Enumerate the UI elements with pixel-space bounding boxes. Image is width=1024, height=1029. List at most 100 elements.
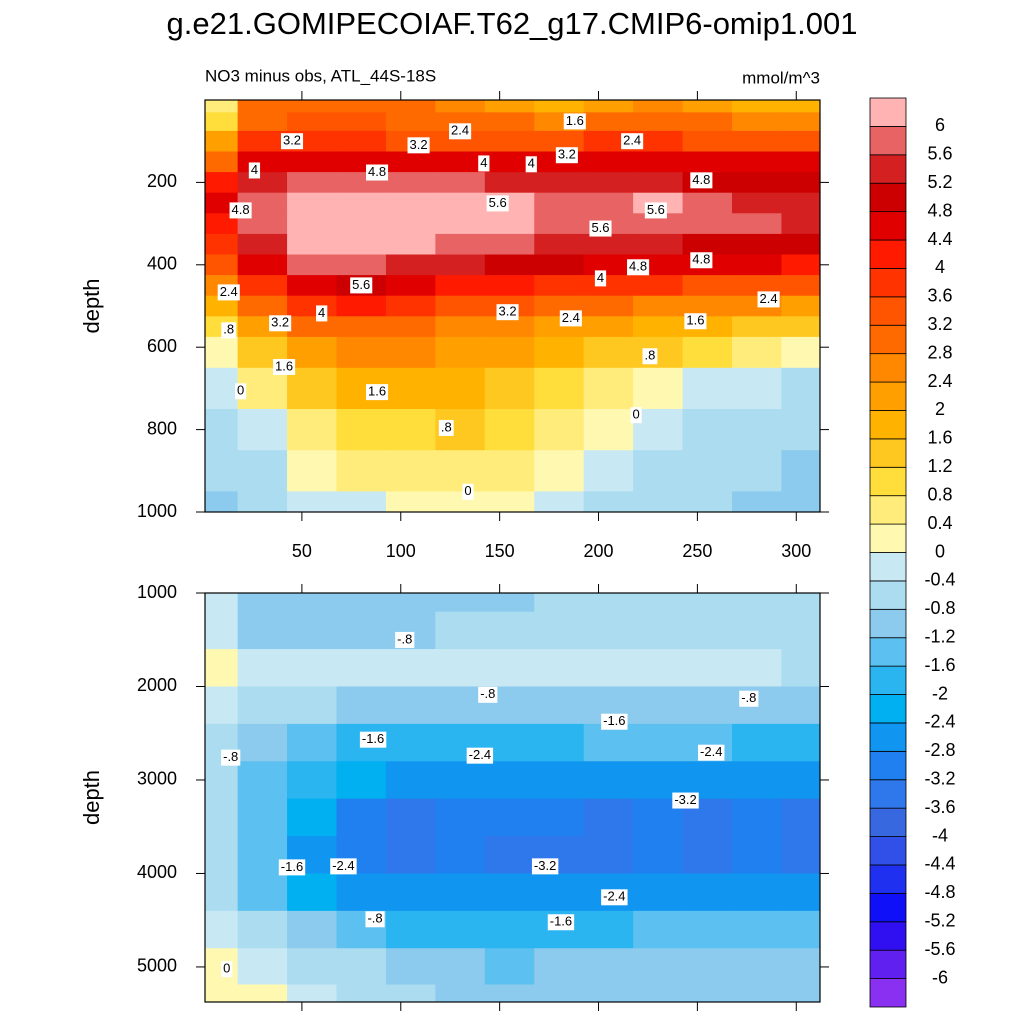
contour-label: 4 xyxy=(480,155,487,170)
field-cell xyxy=(633,873,684,912)
field-cell xyxy=(633,295,684,317)
field-cell xyxy=(732,611,783,650)
field-cell xyxy=(385,836,436,875)
y-tick-label: 200 xyxy=(147,171,177,191)
field-cell xyxy=(781,336,820,369)
field-cell xyxy=(732,409,783,451)
field-cell xyxy=(336,233,387,256)
field-cell xyxy=(534,254,585,276)
field-cell xyxy=(534,367,585,410)
field-cell xyxy=(583,611,634,650)
field-cell xyxy=(484,761,535,800)
field-cell xyxy=(534,100,585,113)
contour-label: -.8 xyxy=(741,690,756,705)
field-cell xyxy=(205,151,239,173)
contour-label-box xyxy=(234,383,247,400)
colorbar-label: -0.8 xyxy=(924,598,955,618)
field-cell xyxy=(435,873,486,912)
contour-label-box xyxy=(316,305,328,322)
field-cell xyxy=(287,151,338,173)
field-cell xyxy=(237,409,288,451)
field-cell xyxy=(287,686,338,725)
field-cell xyxy=(583,450,634,492)
field-cell xyxy=(435,275,486,297)
contour-label-box xyxy=(229,202,252,219)
colorbar-box xyxy=(869,324,907,355)
field-cell xyxy=(237,450,288,492)
field-cell xyxy=(336,761,387,800)
field-cell xyxy=(385,213,436,235)
field-cell xyxy=(781,100,820,113)
colorbar-box xyxy=(869,978,907,1008)
contour-label: -2.4 xyxy=(700,744,722,759)
field-cell xyxy=(732,873,783,912)
colorbar-box xyxy=(869,523,907,553)
field-cell xyxy=(336,254,387,276)
contour-label: .8 xyxy=(645,348,656,363)
colorbar-box xyxy=(869,750,907,781)
field-cell xyxy=(682,686,733,725)
field-cell xyxy=(287,409,338,451)
field-cell xyxy=(385,723,436,762)
field-cell xyxy=(385,873,436,912)
field-cell xyxy=(205,254,239,276)
units-label: mmol/m^3 xyxy=(742,68,820,87)
field-cell xyxy=(336,450,387,492)
field-cell xyxy=(534,948,585,986)
field-cell xyxy=(781,686,820,725)
x-tick-label: 200 xyxy=(583,541,613,561)
field-cell xyxy=(781,254,820,276)
field-cell xyxy=(781,593,820,613)
field-cell xyxy=(287,593,338,613)
field-cell xyxy=(534,213,585,235)
field-cell xyxy=(385,172,436,194)
field-cell xyxy=(205,233,239,256)
contour-label-box xyxy=(280,133,304,150)
colorbar-box xyxy=(869,836,907,866)
field-cell xyxy=(583,409,634,451)
contour-label: 1.6 xyxy=(566,113,584,128)
field-cell xyxy=(633,491,684,512)
field-cell xyxy=(682,275,733,297)
contour-label: -.8 xyxy=(397,631,412,646)
field-cell xyxy=(385,367,436,410)
field-cell xyxy=(435,295,486,317)
contour-label-box xyxy=(221,322,237,339)
colorbar-box xyxy=(869,97,907,127)
field-cell xyxy=(583,254,634,276)
field-cell xyxy=(385,192,436,214)
field-cell xyxy=(237,100,288,113)
field-cell xyxy=(732,948,783,986)
field-cell xyxy=(484,491,535,512)
field-cell xyxy=(205,100,239,113)
contour-label: 4 xyxy=(251,162,258,177)
contour-label-box xyxy=(278,859,306,876)
contour-label: -3.2 xyxy=(674,792,696,807)
field-cell xyxy=(237,233,288,256)
field-cell xyxy=(205,611,239,650)
field-cell xyxy=(336,649,387,688)
field-cell xyxy=(781,649,820,688)
field-cell xyxy=(205,836,239,875)
field-cell xyxy=(534,798,585,837)
contour-label-box xyxy=(273,358,296,375)
contour-label-box xyxy=(496,304,519,321)
field-cell xyxy=(385,910,436,949)
field-cell xyxy=(633,450,684,492)
field-cell xyxy=(287,112,338,132)
field-cell xyxy=(237,910,288,949)
field-cell xyxy=(484,836,535,875)
field-cell xyxy=(633,275,684,297)
x-tick-label: 150 xyxy=(485,541,515,561)
field-cell xyxy=(435,984,486,1002)
contour-label-box xyxy=(563,113,586,130)
field-cell xyxy=(287,254,338,276)
field-cell xyxy=(633,336,684,369)
field-cell xyxy=(781,873,820,912)
field xyxy=(205,100,820,512)
colorbar-label: 4.4 xyxy=(927,229,952,249)
colorbar-label: 5.2 xyxy=(927,172,952,192)
field-cell xyxy=(633,100,684,113)
contour-label-box xyxy=(642,348,658,365)
colorbar-label: 2.4 xyxy=(927,371,952,391)
